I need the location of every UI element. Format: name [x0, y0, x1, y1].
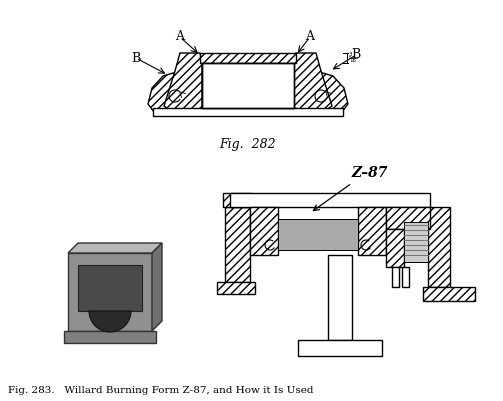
Polygon shape	[223, 193, 252, 207]
Wedge shape	[89, 311, 131, 332]
Polygon shape	[64, 331, 156, 343]
Text: Fig.  282: Fig. 282	[220, 138, 276, 151]
Polygon shape	[200, 53, 296, 63]
Text: B: B	[131, 51, 141, 65]
Polygon shape	[153, 108, 343, 116]
Polygon shape	[303, 64, 348, 114]
Polygon shape	[392, 267, 399, 287]
Polygon shape	[217, 282, 255, 294]
Polygon shape	[386, 207, 430, 229]
Polygon shape	[298, 340, 382, 356]
Text: ": "	[349, 56, 352, 61]
Text: 16: 16	[349, 59, 356, 63]
Text: 3: 3	[349, 52, 353, 57]
Polygon shape	[78, 265, 142, 311]
Polygon shape	[386, 229, 404, 267]
Text: A: A	[305, 30, 314, 43]
Polygon shape	[202, 63, 294, 108]
Text: A: A	[176, 30, 185, 43]
Polygon shape	[278, 219, 358, 250]
Polygon shape	[428, 207, 450, 287]
Polygon shape	[328, 255, 352, 340]
Polygon shape	[225, 207, 250, 282]
Polygon shape	[230, 193, 430, 207]
Text: Fig. 283.   Willard Burning Form Z-87, and How it Is Used: Fig. 283. Willard Burning Form Z-87, and…	[8, 386, 313, 395]
Polygon shape	[152, 243, 162, 331]
Polygon shape	[423, 287, 475, 301]
Polygon shape	[68, 253, 152, 331]
Text: B: B	[352, 49, 361, 61]
Text: Z–87: Z–87	[352, 166, 388, 180]
Polygon shape	[68, 243, 162, 253]
Polygon shape	[294, 53, 332, 113]
Polygon shape	[402, 267, 409, 287]
Polygon shape	[164, 53, 202, 113]
Polygon shape	[148, 64, 193, 114]
Polygon shape	[250, 207, 278, 255]
Polygon shape	[404, 222, 428, 262]
Polygon shape	[358, 207, 386, 255]
